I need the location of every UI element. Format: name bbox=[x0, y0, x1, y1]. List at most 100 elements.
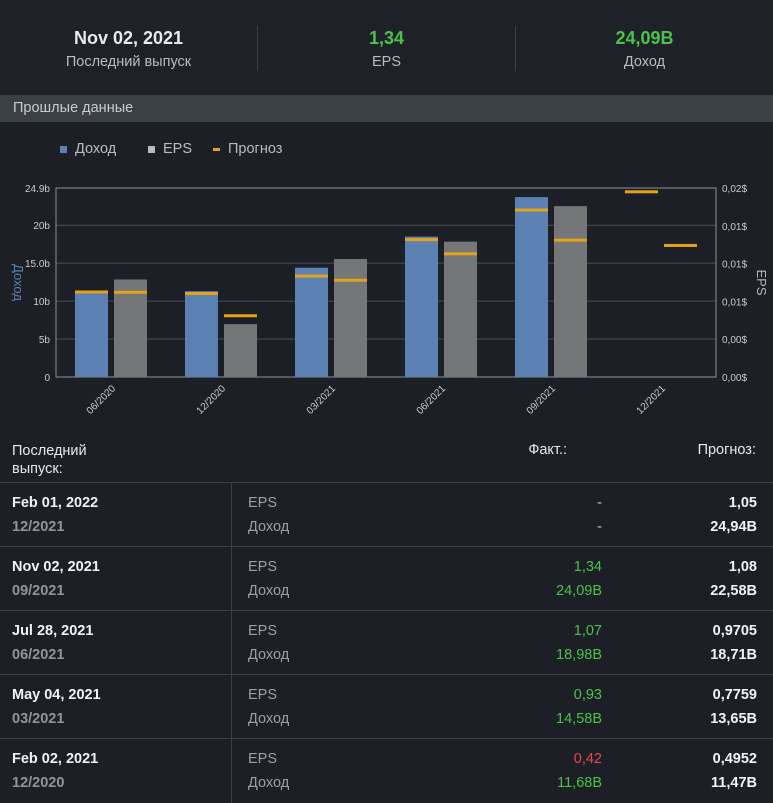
bar-eps bbox=[224, 324, 257, 377]
forecast-marker-eps bbox=[444, 252, 477, 256]
row-metric-eps: EPS bbox=[248, 495, 278, 511]
header-actual: Факт.: bbox=[528, 442, 567, 458]
table-row[interactable]: Nov 02, 2021 09/2021 EPS Доход 1,34 24,0… bbox=[0, 546, 773, 611]
row-actual-eps: - bbox=[597, 495, 602, 511]
y-left-tick-label: 10b bbox=[33, 297, 50, 308]
row-forecast-eps: 0,4952 bbox=[712, 751, 757, 767]
row-actual-eps: 1,34 bbox=[573, 559, 602, 575]
y-right-tick-label: 0,00$ bbox=[722, 335, 747, 346]
row-metric-revenue: Доход bbox=[248, 519, 290, 535]
x-tick-label: 06/2021 bbox=[415, 383, 449, 417]
summary-revenue-value: 24,09B bbox=[615, 28, 674, 48]
summary-eps: 1,34 EPS bbox=[258, 0, 515, 95]
x-tick-label: 06/2020 bbox=[85, 383, 119, 417]
row-period: 12/2020 bbox=[12, 775, 65, 791]
y-right-tick-label: 0,01$ bbox=[722, 260, 747, 271]
row-actual-revenue: 14,58B bbox=[556, 711, 602, 727]
row-period: 03/2021 bbox=[12, 711, 65, 727]
legend-label: Доход bbox=[75, 141, 117, 157]
forecast-marker-eps bbox=[114, 290, 147, 294]
legend-swatch-revenue bbox=[60, 146, 67, 153]
row-forecast-eps: 1,08 bbox=[728, 559, 757, 575]
summary-eps-value: 1,34 bbox=[368, 28, 405, 48]
forecast-marker-eps bbox=[224, 314, 257, 318]
row-metric-eps: EPS bbox=[248, 623, 278, 639]
forecast-marker-revenue bbox=[405, 238, 438, 242]
y-right-tick-label: 0,02$ bbox=[722, 184, 747, 195]
y-right-tick-label: 0,01$ bbox=[722, 222, 747, 233]
summary-revenue: 24,09B Доход bbox=[516, 0, 773, 95]
row-period: 06/2021 bbox=[12, 647, 65, 663]
row-date: Jul 28, 2021 bbox=[12, 623, 94, 639]
table-row[interactable]: May 04, 2021 03/2021 EPS Доход 0,93 14,5… bbox=[0, 674, 773, 739]
row-period: 12/2021 bbox=[12, 519, 65, 535]
row-divider bbox=[231, 483, 232, 547]
table-row[interactable]: Feb 02, 2021 12/2020 EPS Доход 0,42 11,6… bbox=[0, 738, 773, 803]
x-tick-label: 09/2021 bbox=[525, 383, 559, 417]
row-metric-eps: EPS bbox=[248, 559, 278, 575]
row-forecast-eps: 1,05 bbox=[728, 495, 757, 511]
x-tick-label: 12/2020 bbox=[195, 383, 229, 417]
row-actual-revenue: 24,09B bbox=[556, 583, 602, 599]
row-forecast-revenue: 18,71B bbox=[710, 647, 757, 663]
row-divider bbox=[231, 547, 232, 611]
y-left-tick-label: 5b bbox=[39, 335, 51, 346]
bar-revenue bbox=[405, 236, 438, 377]
x-tick-label: 03/2021 bbox=[305, 383, 339, 417]
row-divider bbox=[231, 611, 232, 675]
y-left-tick-label: 15.0b bbox=[25, 259, 50, 270]
row-actual-eps: 1,07 bbox=[573, 623, 602, 639]
legend-label: Прогноз bbox=[228, 141, 283, 157]
summary-release: Nov 02, 2021 Последний выпуск bbox=[0, 0, 257, 95]
row-date: Feb 02, 2021 bbox=[12, 751, 99, 767]
row-metric-eps: EPS bbox=[248, 687, 278, 703]
forecast-marker-eps bbox=[664, 243, 697, 247]
row-date: May 04, 2021 bbox=[12, 687, 101, 703]
bar-revenue bbox=[515, 197, 548, 377]
header-release: Последний выпуск: bbox=[12, 443, 87, 477]
table-row[interactable]: Feb 01, 2022 12/2021 EPS Доход - - 1,05 … bbox=[0, 482, 773, 547]
bar-revenue bbox=[75, 290, 108, 377]
legend-swatch-eps bbox=[148, 146, 155, 153]
row-actual-revenue: 18,98B bbox=[556, 647, 602, 663]
forecast-marker-eps bbox=[334, 278, 367, 282]
y-left-tick-label: 24.9b bbox=[25, 184, 50, 195]
bar-revenue bbox=[295, 267, 328, 377]
row-date: Nov 02, 2021 bbox=[12, 559, 100, 575]
row-metric-revenue: Доход bbox=[248, 647, 290, 663]
row-actual-eps: 0,42 bbox=[573, 751, 602, 767]
summary-date-label: Последний выпуск bbox=[65, 54, 192, 70]
y-right-tick-label: 0,01$ bbox=[722, 297, 747, 308]
forecast-marker-eps bbox=[554, 238, 587, 242]
row-date: Feb 01, 2022 bbox=[12, 495, 99, 511]
row-forecast-revenue: 22,58B bbox=[710, 583, 757, 599]
row-divider bbox=[231, 675, 232, 739]
row-actual-revenue: - bbox=[597, 519, 602, 535]
y-left-tick-label: 0 bbox=[44, 373, 50, 384]
row-forecast-eps: 0,9705 bbox=[712, 623, 757, 639]
bar-eps bbox=[334, 259, 367, 377]
summary-revenue-label: Доход bbox=[623, 54, 666, 70]
forecast-marker-revenue bbox=[625, 190, 658, 194]
row-actual-eps: 0,93 bbox=[573, 687, 602, 703]
y-left-tick-label: 20b bbox=[33, 221, 50, 232]
legend-swatch-forecast bbox=[213, 148, 220, 151]
table-row[interactable]: Jul 28, 2021 06/2021 EPS Доход 1,07 18,9… bbox=[0, 610, 773, 675]
forecast-marker-revenue bbox=[295, 274, 328, 278]
row-divider bbox=[231, 739, 232, 803]
summary-date: Nov 02, 2021 bbox=[73, 28, 184, 48]
row-metric-revenue: Доход bbox=[248, 711, 290, 727]
y-right-tick-label: 0,00$ bbox=[722, 373, 747, 384]
row-forecast-eps: 0,7759 bbox=[712, 687, 757, 703]
row-metric-revenue: Доход bbox=[248, 775, 290, 791]
earnings-summary: Nov 02, 2021 Последний выпуск 1,34 EPS 2… bbox=[0, 0, 773, 95]
forecast-marker-revenue bbox=[185, 292, 218, 296]
summary-divider bbox=[257, 26, 258, 71]
bar-revenue bbox=[185, 291, 218, 377]
row-metric-eps: EPS bbox=[248, 751, 278, 767]
y-left-axis-title: Доход bbox=[11, 264, 26, 301]
forecast-marker-revenue bbox=[75, 290, 108, 294]
summary-eps-label: EPS bbox=[371, 54, 401, 70]
header-forecast: Прогноз: bbox=[697, 442, 756, 458]
bar-eps bbox=[114, 279, 147, 377]
